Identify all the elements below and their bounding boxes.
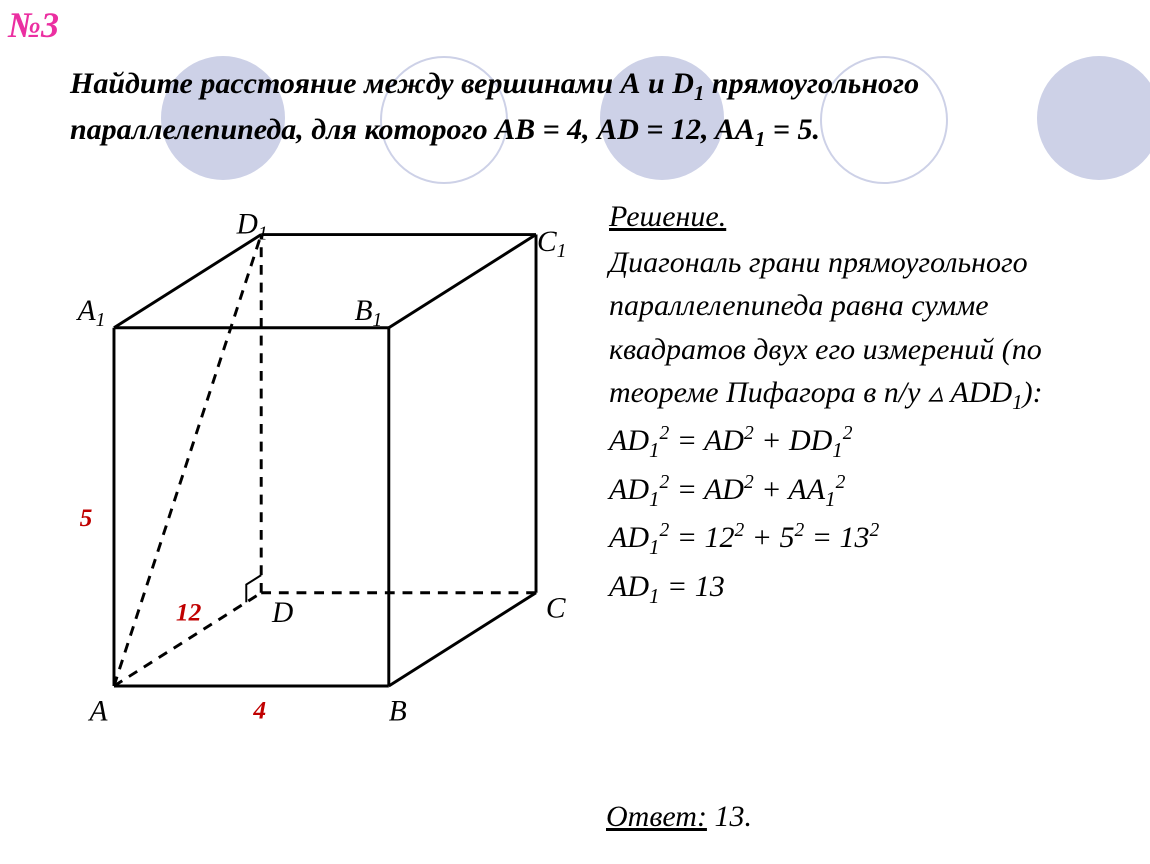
svg-text:D1: D1 (236, 210, 268, 244)
svg-text:C1: C1 (537, 226, 566, 262)
svg-text:5: 5 (80, 503, 93, 532)
problem-statement: Найдите расстояние между вершинами А и D… (70, 62, 1110, 155)
solution-line: AD12 = AD2 + AA12 (609, 468, 1129, 514)
solution-line: AD12 = 122 + 52 = 132 (609, 516, 1129, 562)
answer-value: 13. (707, 800, 752, 833)
svg-text:D: D (271, 597, 293, 629)
answer: Ответ: 13. (606, 800, 752, 834)
svg-text:A: A (87, 695, 108, 727)
solution-line: AD1 = 13 (609, 565, 1129, 611)
solution-line: AD12 = AD2 + DD12 (609, 419, 1129, 465)
solution-body: Диагональ грани прямоугольного параллеле… (609, 241, 1129, 418)
svg-text:B: B (389, 695, 407, 727)
parallelepiped-diagram: A B C D A1 B1 C1 D1 5 12 4 (55, 210, 595, 740)
solution-heading: Решение. (609, 200, 726, 233)
svg-text:12: 12 (176, 597, 202, 626)
solution-block: Решение. Диагональ грани прямоугольного … (609, 195, 1129, 613)
svg-text:4: 4 (252, 695, 266, 724)
problem-number: №3 (8, 4, 59, 46)
svg-text:A1: A1 (76, 295, 106, 331)
svg-text:C: C (546, 592, 566, 624)
answer-label: Ответ: (606, 800, 707, 833)
svg-text:B1: B1 (354, 295, 382, 331)
